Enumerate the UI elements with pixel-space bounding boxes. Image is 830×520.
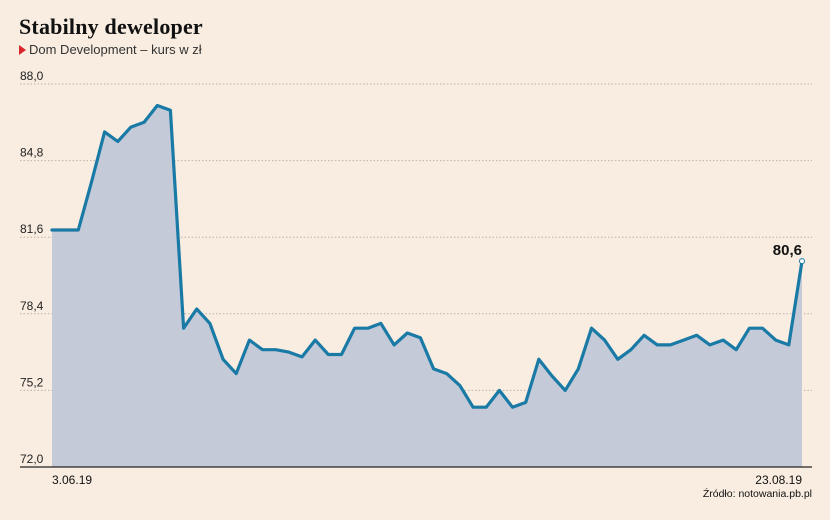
y-tick-label-3: 81,6 xyxy=(20,222,44,236)
chart-subtitle: Dom Development – kurs w zł xyxy=(19,42,202,57)
y-tick-label-4: 84,8 xyxy=(20,146,44,160)
y-tick-label-0: 72,0 xyxy=(20,452,44,466)
last-point-marker xyxy=(799,258,805,265)
price-area xyxy=(52,105,802,467)
x-start-label: 3.06.19 xyxy=(52,473,92,487)
price-line xyxy=(50,103,804,409)
y-tick-label-2: 78,4 xyxy=(20,299,44,313)
y-axis-labels: 72,0 75,2 78,4 81,6 84,8 88,0 xyxy=(20,69,44,466)
y-tick-label-1: 75,2 xyxy=(20,375,44,389)
x-end-label: 23.08.19 xyxy=(755,473,802,487)
y-tick-label-5: 88,0 xyxy=(20,69,44,83)
source-note: Źródło: notowania.pb.pl xyxy=(702,488,812,500)
chart-subtitle-text: Dom Development – kurs w zł xyxy=(29,42,202,57)
last-value-label: 80,6 xyxy=(773,242,802,259)
red-triangle-icon xyxy=(19,45,26,55)
chart-title: Stabilny deweloper xyxy=(19,14,203,39)
